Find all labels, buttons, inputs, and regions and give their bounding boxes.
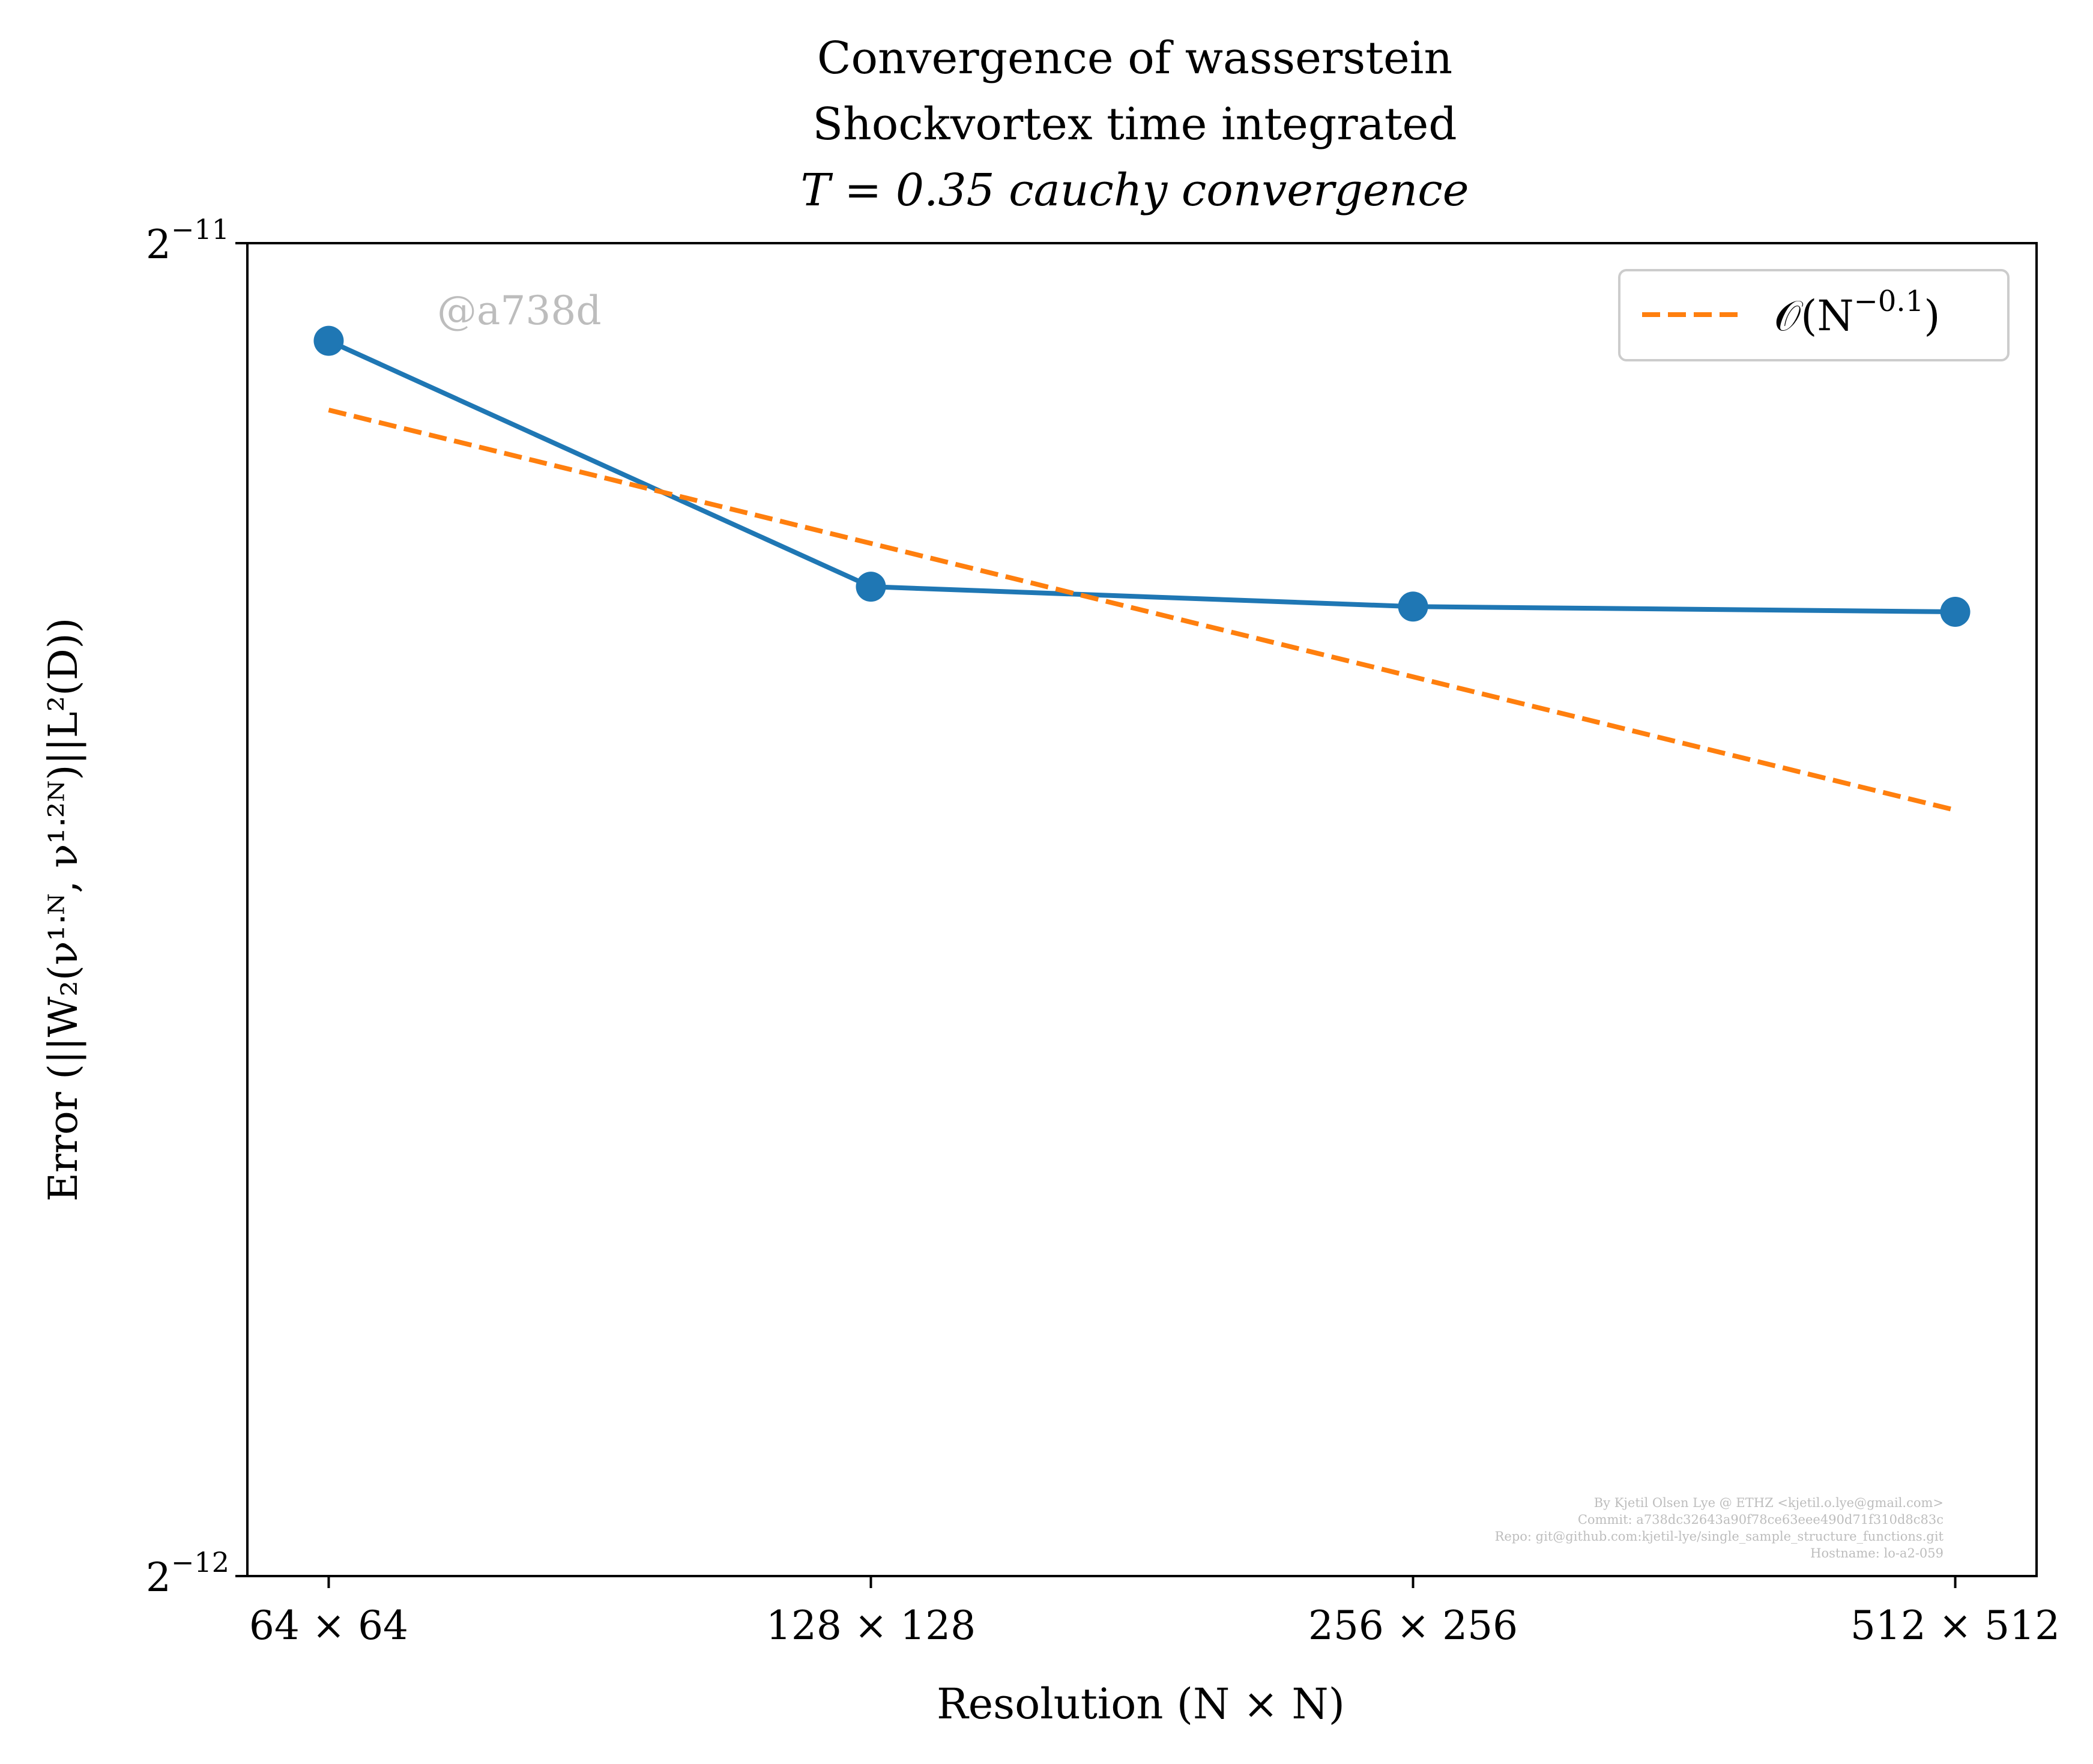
title-line-2: Shockvortex time integrated bbox=[812, 98, 1457, 150]
chart-title: Convergence of wasserstein Shockvortex t… bbox=[800, 32, 1469, 216]
legend-label: 𝒪(N−0.1) bbox=[1774, 285, 1940, 340]
data-point bbox=[856, 572, 886, 602]
credit-line-2: Commit: a738dc32643a90f78ce63eee490d71f3… bbox=[1578, 1512, 1944, 1527]
y-tick-base: 2 bbox=[146, 1554, 171, 1601]
plot-area bbox=[246, 242, 2038, 1577]
legend-box bbox=[1618, 269, 2010, 361]
x-axis-label: Resolution (N × N) bbox=[937, 1679, 1345, 1729]
x-tick-label: 64 × 64 bbox=[249, 1602, 408, 1649]
credit-line-3: Repo: git@github.com:kjetil-lye/single_s… bbox=[1495, 1529, 1944, 1544]
legend-label-base: 𝒪(N bbox=[1774, 291, 1854, 340]
series-layer bbox=[313, 325, 1971, 813]
credits: By Kjetil Olsen Lye @ ETHZ <kjetil.o.lye… bbox=[1495, 1496, 1944, 1560]
y-tick-exp: −11 bbox=[171, 213, 229, 246]
y-tick-label: 2−11 bbox=[146, 213, 229, 268]
y-axis: 2−112−12 bbox=[146, 213, 247, 1601]
credit-line-4: Hostname: lo-a2-059 bbox=[1810, 1546, 1944, 1560]
reference-line-series bbox=[328, 408, 1956, 813]
error-line-series bbox=[327, 339, 1956, 614]
y-tick-base: 2 bbox=[146, 222, 171, 268]
x-tick-label: 128 × 128 bbox=[766, 1602, 976, 1649]
legend-label-close: ) bbox=[1924, 291, 1940, 340]
x-axis: 64 × 64 128 × 128 256 × 256 512 × 512 bbox=[249, 1576, 2060, 1649]
y-tick-exp: −12 bbox=[171, 1546, 229, 1578]
title-line-1: Convergence of wasserstein bbox=[817, 32, 1452, 84]
x-tick-label: 256 × 256 bbox=[1308, 1602, 1518, 1649]
y-tick-label: 2−12 bbox=[146, 1546, 229, 1601]
y-axis-label: Error (||W₂(ν¹ᐧᴺ, ν¹ᐧ²ᴺ)||L²(D)) bbox=[40, 618, 86, 1202]
legend: 𝒪(N−0.1) bbox=[1618, 269, 2010, 361]
legend-label-exp: −0.1 bbox=[1854, 285, 1924, 318]
credit-line-1: By Kjetil Olsen Lye @ ETHZ <kjetil.o.lye… bbox=[1594, 1496, 1944, 1510]
data-point bbox=[1940, 596, 1971, 627]
watermark: @a738d bbox=[437, 288, 602, 334]
data-point bbox=[1398, 591, 1428, 622]
data-point bbox=[313, 325, 344, 356]
title-line-3: T = 0.35 cauchy convergence bbox=[800, 165, 1469, 216]
x-tick-label: 512 × 512 bbox=[1850, 1602, 2060, 1649]
